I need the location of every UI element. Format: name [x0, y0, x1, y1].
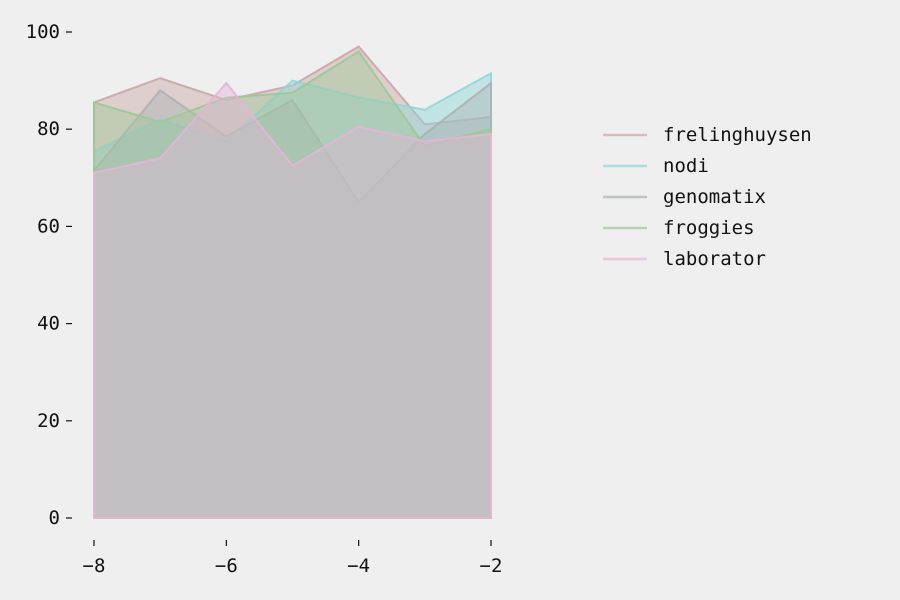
y-tick-label: 80	[37, 118, 60, 140]
plot-areas	[93, 45, 492, 519]
legend-label: genomatix	[663, 186, 766, 208]
y-tick-label: 20	[37, 410, 60, 432]
legend-label: froggies	[663, 217, 755, 239]
y-axis: 0 20 40 60 80 100	[26, 21, 72, 529]
legend: frelinghuysen nodi genomatix froggies labora…	[603, 124, 812, 270]
y-tick-label: 60	[37, 215, 60, 237]
y-tick-label: 0	[49, 507, 60, 529]
x-axis: −8 −6 −4 −2	[83, 540, 503, 577]
x-tick-label: −2	[480, 555, 503, 577]
x-tick-label: −6	[215, 555, 238, 577]
legend-label: nodi	[663, 155, 709, 177]
legend-label: frelinghuysen	[663, 124, 812, 146]
y-tick-label: 100	[26, 21, 60, 43]
x-tick-label: −8	[83, 555, 106, 577]
legend-label: laborator	[663, 248, 766, 270]
y-tick-label: 40	[37, 313, 60, 335]
area-series-4	[93, 81, 492, 519]
x-tick-label: −4	[347, 555, 370, 577]
